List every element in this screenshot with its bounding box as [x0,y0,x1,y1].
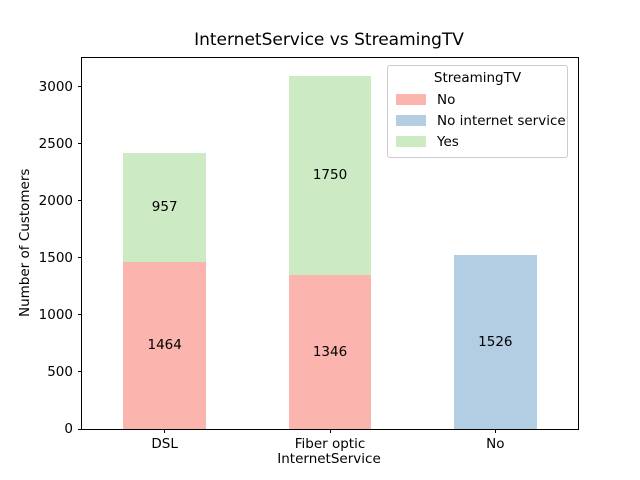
chart-title: InternetService vs StreamingTV [194,30,464,50]
x-tick-label: Fiber optic [294,436,366,452]
legend-rows: No No internet service Yes [396,89,566,152]
y-tick-label: 0 [64,421,73,437]
bar-value-label: 1750 [312,167,348,184]
legend-swatch [396,94,426,105]
bar-segment [288,75,372,276]
y-tick-mark [78,371,82,373]
legend-label: No [437,91,456,108]
y-tick-label: 500 [47,363,73,380]
legend-label: No internet service [437,112,566,129]
y-axis-label: Number of Customers [17,168,33,317]
bar-segment [454,254,537,429]
y-tick-mark [78,257,82,259]
y-tick-label: 1000 [38,306,73,323]
bar-segment [288,275,372,429]
bar-segment [123,261,206,429]
x-tick-mark [494,429,496,433]
y-tick-mark [78,200,82,202]
x-tick-label: DSL [151,436,178,452]
legend: StreamingTV No No internet service Yes [387,65,568,158]
y-tick-label: 2500 [38,135,73,152]
y-tick-label: 1500 [38,249,73,266]
legend-label: Yes [437,133,459,150]
y-tick-mark [78,143,82,145]
legend-row: No internet service [396,110,566,131]
y-tick-mark [78,428,82,430]
y-tick-mark [78,86,82,88]
y-tick-label: 3000 [38,78,73,95]
x-tick-mark [164,429,166,433]
x-tick-label: No [486,436,505,452]
bar-value-label: 1346 [312,344,348,361]
bar-value-label: 1526 [478,333,513,350]
legend-swatch [396,136,426,147]
bar-value-label: 1464 [147,337,182,354]
x-tick-mark [329,429,331,433]
x-axis-label: InternetService [277,451,381,467]
bar-segment [123,152,206,262]
legend-title: StreamingTV [433,70,522,86]
bar-value-label: 957 [151,199,178,216]
legend-row: No [396,89,559,110]
legend-row: Yes [396,131,559,152]
y-tick-label: 2000 [38,192,73,209]
y-tick-mark [78,314,82,316]
legend-swatch [396,115,426,126]
